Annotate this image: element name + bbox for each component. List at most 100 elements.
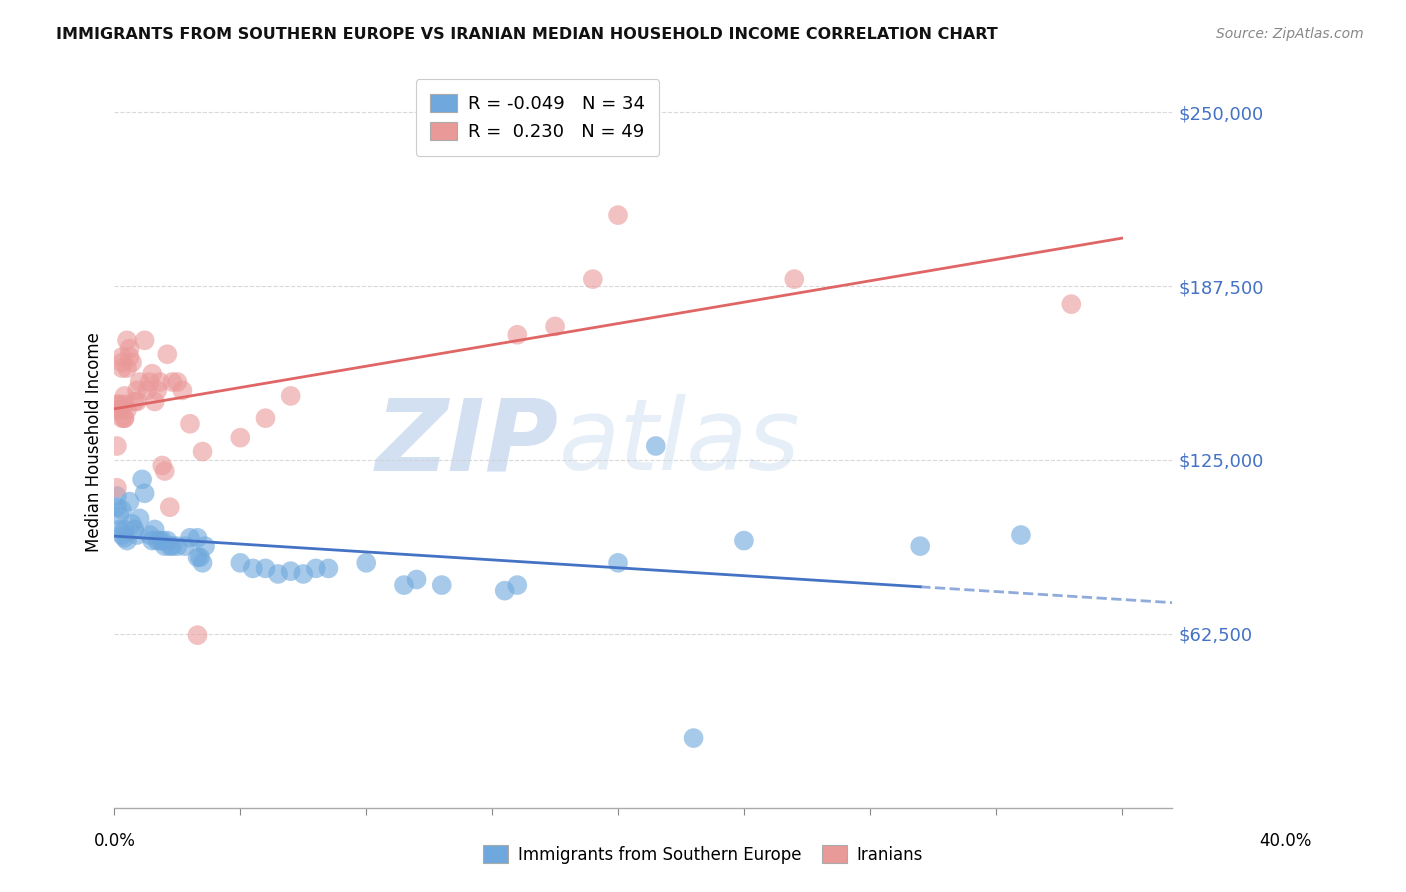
Text: IMMIGRANTS FROM SOUTHERN EUROPE VS IRANIAN MEDIAN HOUSEHOLD INCOME CORRELATION C: IMMIGRANTS FROM SOUTHERN EUROPE VS IRANI…: [56, 27, 998, 42]
Point: [179, 417, 201, 431]
Point: [150, 533, 173, 548]
Point: [105, 500, 128, 515]
Point: [254, 561, 277, 575]
Point: [115, 361, 138, 376]
Point: [582, 272, 605, 286]
Text: atlas: atlas: [558, 394, 800, 491]
Point: [134, 486, 156, 500]
Point: [111, 361, 134, 376]
Point: [191, 444, 214, 458]
Point: [174, 539, 197, 553]
Point: [143, 523, 166, 537]
Point: [138, 528, 160, 542]
Point: [305, 561, 328, 575]
Point: [162, 375, 184, 389]
Point: [146, 533, 169, 548]
Text: 0.0%: 0.0%: [94, 831, 136, 849]
Point: [111, 503, 134, 517]
Point: [141, 367, 163, 381]
Point: [229, 431, 252, 445]
Point: [254, 411, 277, 425]
Point: [115, 334, 138, 348]
Point: [105, 439, 128, 453]
Point: [430, 578, 453, 592]
Point: [186, 628, 208, 642]
Point: [128, 375, 150, 389]
Point: [111, 355, 134, 369]
Point: [121, 355, 143, 369]
Point: [159, 500, 181, 515]
Point: [153, 539, 176, 553]
Point: [108, 402, 131, 417]
Point: [194, 539, 217, 553]
Point: [108, 508, 131, 523]
Point: [143, 394, 166, 409]
Point: [162, 539, 184, 553]
Legend: R = -0.049   N = 34, R =  0.230   N = 49: R = -0.049 N = 34, R = 0.230 N = 49: [416, 79, 659, 156]
Point: [267, 566, 290, 581]
Point: [191, 556, 214, 570]
Point: [141, 533, 163, 548]
Point: [114, 397, 136, 411]
Point: [128, 511, 150, 525]
Point: [118, 350, 141, 364]
Point: [354, 556, 377, 570]
Point: [105, 481, 128, 495]
Point: [118, 494, 141, 508]
Point: [405, 573, 427, 587]
Point: [131, 472, 153, 486]
Point: [108, 397, 131, 411]
Point: [114, 523, 136, 537]
Point: [134, 334, 156, 348]
Legend: Immigrants from Southern Europe, Iranians: Immigrants from Southern Europe, Iranian…: [477, 838, 929, 871]
Point: [108, 402, 131, 417]
Point: [125, 528, 148, 542]
Point: [544, 319, 567, 334]
Text: Source: ZipAtlas.com: Source: ZipAtlas.com: [1216, 27, 1364, 41]
Point: [494, 583, 516, 598]
Point: [682, 731, 704, 745]
Point: [908, 539, 931, 553]
Point: [115, 402, 138, 417]
Point: [607, 556, 630, 570]
Point: [280, 389, 302, 403]
Point: [111, 528, 134, 542]
Text: ZIP: ZIP: [375, 394, 558, 491]
Point: [156, 347, 179, 361]
Text: 40.0%: 40.0%: [1260, 831, 1312, 849]
Point: [179, 531, 201, 545]
Point: [124, 394, 146, 409]
Point: [111, 350, 134, 364]
Point: [108, 523, 131, 537]
Point: [115, 533, 138, 548]
Point: [111, 411, 134, 425]
Point: [121, 516, 143, 531]
Point: [229, 556, 252, 570]
Point: [506, 578, 529, 592]
Point: [733, 533, 755, 548]
Point: [114, 411, 136, 425]
Point: [105, 489, 128, 503]
Point: [506, 327, 529, 342]
Point: [156, 533, 179, 548]
Point: [114, 411, 136, 425]
Point: [125, 394, 148, 409]
Point: [153, 464, 176, 478]
Point: [114, 531, 136, 545]
Point: [136, 384, 159, 398]
Point: [783, 272, 806, 286]
Point: [138, 375, 160, 389]
Point: [318, 561, 340, 575]
Point: [172, 384, 194, 398]
Point: [125, 384, 148, 398]
Point: [159, 539, 181, 553]
Point: [1060, 297, 1083, 311]
Point: [149, 375, 172, 389]
Point: [186, 550, 208, 565]
Point: [150, 458, 173, 473]
Point: [242, 561, 264, 575]
Point: [166, 375, 188, 389]
Point: [280, 564, 302, 578]
Y-axis label: Median Household Income: Median Household Income: [86, 333, 103, 552]
Point: [644, 439, 666, 453]
